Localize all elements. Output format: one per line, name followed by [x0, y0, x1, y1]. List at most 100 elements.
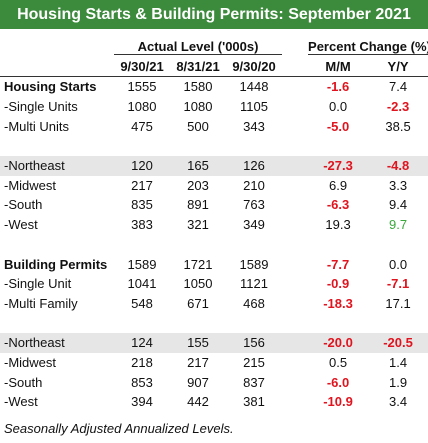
- cell: 837: [243, 374, 265, 390]
- cell: -7.1: [386, 276, 410, 292]
- cell: 217: [131, 177, 153, 193]
- cell: 853: [131, 374, 153, 390]
- table-row: -West 394 442 381 -10.9 3.4: [0, 392, 428, 412]
- table-row: -Single Units 1080 1080 1105 0.0 -2.3: [0, 97, 428, 117]
- cell: 120: [114, 155, 170, 176]
- row-label: Building Permits: [4, 256, 108, 272]
- cell: 1041: [127, 276, 157, 292]
- table-row: -South 835 891 763 -6.3 9.4: [0, 195, 428, 215]
- cell: 3.4: [388, 394, 408, 410]
- cell: -20.0: [308, 333, 369, 353]
- cell: 1121: [240, 276, 268, 292]
- table-row: -Northeast 120 165 126 -27.3 -4.8: [0, 155, 428, 176]
- cell: 126: [226, 155, 283, 176]
- cell: 7.4: [388, 79, 408, 95]
- cell: 321: [187, 217, 209, 233]
- row-label: -Single Unit: [4, 276, 72, 292]
- cell: 548: [131, 295, 153, 311]
- cell: -18.3: [323, 295, 353, 311]
- cell: 381: [243, 394, 265, 410]
- group-header: Percent Change (%): [308, 38, 428, 55]
- cell: -6.3: [326, 197, 350, 213]
- row-label: -Midwest: [4, 355, 57, 371]
- cell: 38.5: [385, 118, 411, 134]
- spacer-row: [0, 313, 428, 333]
- row-label: Housing Starts: [4, 79, 97, 95]
- cell: 0.5: [328, 355, 348, 371]
- cell: 217: [187, 355, 209, 371]
- cell: 0.0: [328, 99, 348, 115]
- cell: 3.3: [388, 177, 408, 193]
- row-label: -Midwest: [4, 177, 57, 193]
- title: Housing Starts & Building Permits: Septe…: [0, 0, 428, 29]
- column-header: M/M: [308, 56, 369, 78]
- column-header: 8/31/21: [170, 56, 226, 78]
- row-label: -Multi Units: [4, 118, 70, 134]
- cell: 468: [243, 295, 265, 311]
- cell: -4.8: [368, 155, 428, 176]
- cell: -10.9: [323, 394, 353, 410]
- cell: 1.4: [388, 355, 408, 371]
- cell: 165: [170, 155, 226, 176]
- group-header-row: Actual Level ('000s) Percent Change (%): [0, 37, 428, 57]
- cell: 763: [243, 197, 265, 213]
- cell: -7.7: [326, 256, 350, 272]
- table-row: Housing Starts 1555 1580 1448 -1.6 7.4: [0, 77, 428, 97]
- cell: 156: [226, 333, 283, 353]
- cell: 394: [131, 394, 153, 410]
- table-row: -South 853 907 837 -6.0 1.9: [0, 372, 428, 392]
- row-label: -West: [4, 217, 38, 233]
- cell: 907: [187, 374, 209, 390]
- cell: 343: [243, 118, 265, 134]
- column-header: 9/30/20: [226, 56, 283, 78]
- cell: 475: [131, 118, 153, 134]
- cell: 155: [170, 333, 226, 353]
- cell: -2.3: [386, 99, 410, 115]
- cell: 1105: [240, 99, 268, 115]
- table-row: -Midwest 218 217 215 0.5 1.4: [0, 353, 428, 373]
- group-header: Actual Level ('000s): [114, 39, 283, 55]
- table-row: -Northeast 124 155 156 -20.0 -20.5: [0, 333, 428, 353]
- row-label: -Multi Family: [4, 295, 78, 311]
- row-label: -West: [4, 394, 38, 410]
- cell: 1448: [239, 79, 269, 95]
- row-label: -South: [4, 197, 43, 213]
- cell: 9.7: [388, 217, 408, 233]
- footnote: Seasonally Adjusted Annualized Levels.: [4, 421, 234, 436]
- column-header: Y/Y: [368, 56, 428, 78]
- cell: 1580: [183, 79, 213, 95]
- table-row: -Multi Units 475 500 343 -5.0 38.5: [0, 116, 428, 136]
- cell: 1589: [239, 256, 269, 272]
- cell: -0.9: [326, 276, 350, 292]
- cell: -6.0: [326, 374, 350, 390]
- cell: 1.9: [388, 374, 408, 390]
- cell: 218: [131, 355, 153, 371]
- row-label: -South: [4, 374, 43, 390]
- cell: 891: [187, 197, 209, 213]
- cell: 19.3: [325, 217, 351, 233]
- cell: 1080: [183, 99, 213, 115]
- spacer-row: [0, 234, 428, 254]
- cell: 835: [131, 197, 153, 213]
- cell: 1050: [183, 276, 213, 292]
- cell: 1080: [127, 99, 157, 115]
- column-header: 9/30/21: [114, 56, 170, 78]
- cell: 0.0: [388, 256, 408, 272]
- column-header-row: 9/30/21 8/31/21 9/30/20 M/M Y/Y: [0, 56, 428, 78]
- cell: 1721: [183, 256, 213, 272]
- cell: 383: [131, 217, 153, 233]
- cell: 9.4: [388, 197, 408, 213]
- row-label: -Single Units: [4, 99, 78, 115]
- cell: 203: [187, 177, 209, 193]
- cell: 215: [243, 355, 265, 371]
- table-row: Building Permits 1589 1721 1589 -7.7 0.0: [0, 254, 428, 274]
- table-row: -Multi Family 548 671 468 -18.3 17.1: [0, 294, 428, 314]
- cell: 500: [187, 118, 209, 134]
- cell: -1.6: [326, 79, 350, 95]
- cell: -20.5: [368, 333, 428, 353]
- cell: 210: [243, 177, 265, 193]
- table-row: -West 383 321 349 19.3 9.7: [0, 215, 428, 235]
- cell: 349: [243, 217, 265, 233]
- cell: -27.3: [308, 155, 369, 176]
